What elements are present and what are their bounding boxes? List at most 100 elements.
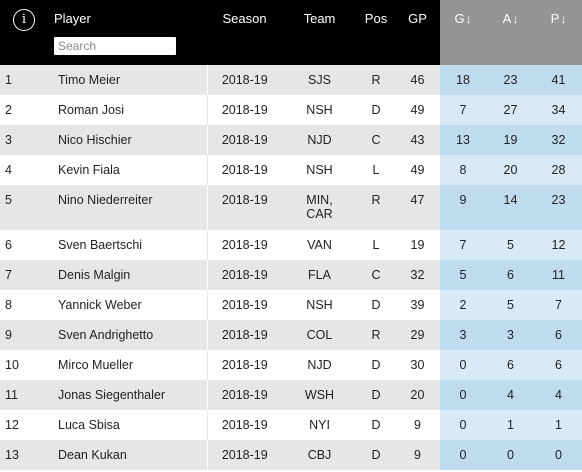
games-played-cell: 32 (395, 260, 440, 290)
points-cell: 7 (535, 290, 582, 320)
player-name-cell-text: Luca Sbisa (58, 418, 120, 432)
team-column-header[interactable]: Team (282, 0, 357, 65)
team-cell-text: WSH (304, 388, 335, 402)
table-row[interactable]: 7 Denis Malgin 2018-19 FLA C 32 5 6 11 (0, 260, 582, 290)
goals-cell-text: 7 (459, 238, 467, 252)
season-cell-text: 2018-19 (221, 268, 268, 282)
player-name-cell[interactable]: Nino Niederreiter (52, 185, 207, 230)
goals-cell: 0 (440, 440, 486, 470)
table-row[interactable]: 4 Kevin Fiala 2018-19 NSH L 49 8 20 28 (0, 155, 582, 185)
goals-cell: 5 (440, 260, 486, 290)
games-played-cell: 19 (395, 230, 440, 260)
assists-cell-text: 0 (507, 448, 514, 462)
position-cell-text: D (371, 103, 381, 117)
assists-cell: 1 (486, 410, 535, 440)
games-played-cell-text: 46 (410, 73, 425, 87)
points-column-header[interactable]: P↓ (535, 0, 582, 65)
assists-header-label: A (502, 11, 512, 26)
points-cell: 6 (535, 350, 582, 380)
position-cell: R (357, 65, 395, 95)
team-cell: MIN, CAR (282, 185, 357, 230)
rank-cell: 7 (0, 260, 52, 290)
info-icon[interactable]: i (13, 9, 35, 31)
assists-column-header[interactable]: A↓ (486, 0, 535, 65)
table-row[interactable]: 12 Luca Sbisa 2018-19 NYI D 9 0 1 1 (0, 410, 582, 440)
points-cell: 41 (535, 65, 582, 95)
team-cell: NJD (282, 125, 357, 155)
player-name-cell[interactable]: Denis Malgin (52, 260, 207, 290)
table-row[interactable]: 9 Sven Andrighetto 2018-19 COL R 29 3 3 6 (0, 320, 582, 350)
table-row[interactable]: 2 Roman Josi 2018-19 NSH D 49 7 27 34 (0, 95, 582, 125)
player-name-cell[interactable]: Nico Hischier (52, 125, 207, 155)
player-name-cell[interactable]: Jonas Siegenthaler (52, 380, 207, 410)
gp-column-header[interactable]: GP (395, 0, 440, 65)
table-row[interactable]: 13 Dean Kukan 2018-19 CBJ D 9 0 0 0 (0, 440, 582, 470)
player-name-cell-text: Nico Hischier (58, 133, 132, 147)
season-cell: 2018-19 (206, 260, 282, 290)
games-played-cell: 9 (395, 440, 440, 470)
season-column-header[interactable]: Season (207, 0, 282, 65)
search-input[interactable] (54, 37, 176, 55)
table-row[interactable]: 3 Nico Hischier 2018-19 NJD C 43 13 19 32 (0, 125, 582, 155)
assists-cell: 27 (486, 95, 535, 125)
assists-cell-text: 20 (503, 163, 518, 177)
points-cell-text: 23 (551, 193, 566, 207)
points-cell-text: 11 (552, 268, 565, 282)
player-name-cell-text: Jonas Siegenthaler (58, 388, 166, 402)
team-cell-text: NSH (306, 298, 333, 312)
position-cell-text: R (371, 193, 381, 207)
season-cell-text: 2018-19 (221, 298, 268, 312)
rank-cell: 6 (0, 230, 52, 260)
table-row[interactable]: 10 Mirco Mueller 2018-19 NJD D 30 0 6 6 (0, 350, 582, 380)
team-cell-text: COL (306, 328, 333, 342)
assists-cell-text: 3 (507, 328, 514, 342)
points-cell: 11 (535, 260, 582, 290)
games-played-cell-text: 43 (410, 133, 425, 147)
points-header-label: P (550, 11, 560, 26)
player-name-cell[interactable]: Sven Baertschi (52, 230, 207, 260)
season-cell: 2018-19 (206, 380, 282, 410)
table-row[interactable]: 11 Jonas Siegenthaler 2018-19 WSH D 20 0 4 4 (0, 380, 582, 410)
position-cell: D (357, 95, 395, 125)
season-cell: 2018-19 (206, 440, 282, 470)
assists-cell: 20 (486, 155, 535, 185)
player-name-cell[interactable]: Roman Josi (52, 95, 207, 125)
rank-cell-text: 5 (5, 193, 12, 207)
assists-cell-text: 6 (507, 268, 514, 282)
position-cell: C (357, 260, 395, 290)
position-cell: D (357, 350, 395, 380)
table-row[interactable]: 5 Nino Niederreiter 2018-19 MIN, CAR R 47 9 14 2… (0, 185, 582, 230)
player-name-cell[interactable]: Mirco Mueller (52, 350, 207, 380)
goals-cell: 2 (440, 290, 486, 320)
points-cell-text: 1 (555, 418, 562, 432)
team-header-label: Team (303, 11, 336, 26)
goals-cell: 7 (440, 230, 486, 260)
points-cell-text: 7 (555, 298, 562, 312)
player-name-cell[interactable]: Luca Sbisa (52, 410, 207, 440)
player-name-cell[interactable]: Sven Andrighetto (52, 320, 207, 350)
goals-column-header[interactable]: G↓ (440, 0, 486, 65)
pos-column-header[interactable]: Pos (357, 0, 395, 65)
player-name-cell-text: Sven Andrighetto (58, 328, 154, 342)
table-row[interactable]: 1 Timo Meier 2018-19 SJS R 46 18 23 41 (0, 65, 582, 95)
player-name-cell[interactable]: Dean Kukan (52, 440, 207, 470)
assists-cell: 6 (486, 260, 535, 290)
team-cell-text: SJS (308, 73, 331, 87)
player-name-cell[interactable]: Timo Meier (52, 65, 207, 95)
rank-cell-text: 13 (5, 448, 19, 462)
rank-cell-text: 10 (5, 358, 19, 372)
player-name-cell[interactable]: Yannick Weber (52, 290, 207, 320)
table-row[interactable]: 6 Sven Baertschi 2018-19 VAN L 19 7 5 12 (0, 230, 582, 260)
player-name-cell[interactable]: Kevin Fiala (52, 155, 207, 185)
player-column-header[interactable]: Player (52, 0, 207, 65)
points-cell-text: 34 (551, 103, 566, 117)
goals-cell: 7 (440, 95, 486, 125)
points-cell-text: 4 (555, 388, 562, 402)
table-row[interactable]: 8 Yannick Weber 2018-19 NSH D 39 2 5 7 (0, 290, 582, 320)
position-cell-text: D (371, 418, 381, 432)
player-name-cell-text: Mirco Mueller (58, 358, 134, 372)
position-cell-text: D (371, 358, 381, 372)
rank-cell-text: 3 (5, 133, 12, 147)
player-name-cell-text: Roman Josi (58, 103, 124, 117)
points-cell: 34 (535, 95, 582, 125)
